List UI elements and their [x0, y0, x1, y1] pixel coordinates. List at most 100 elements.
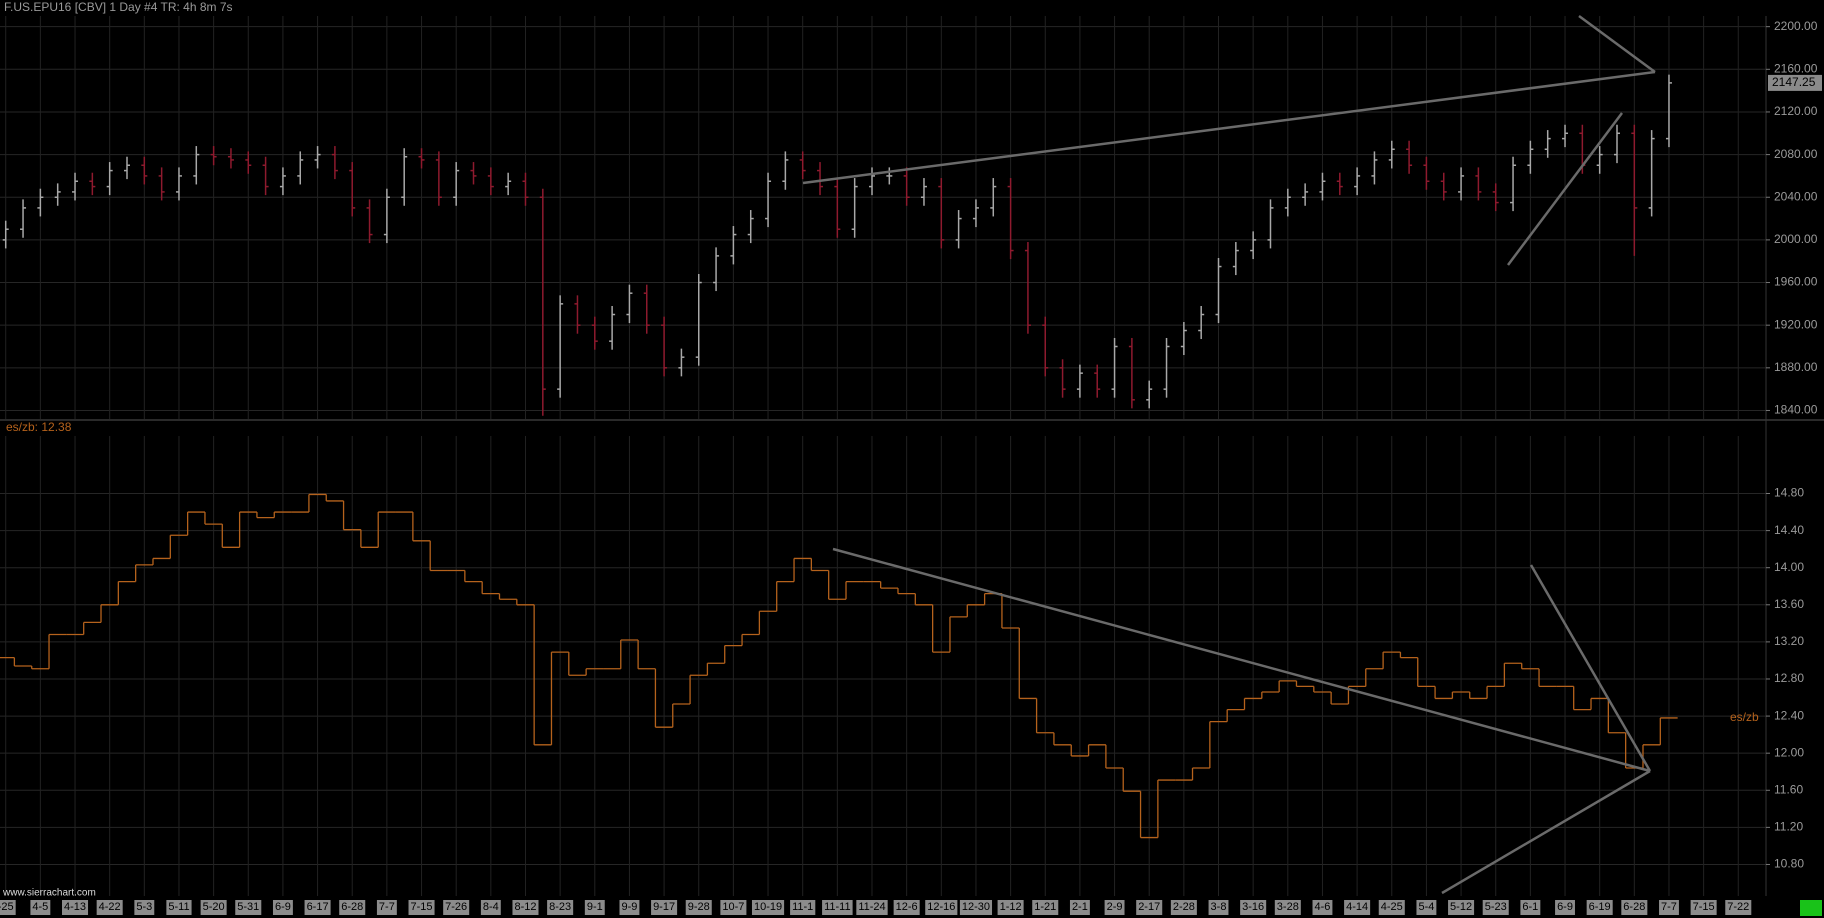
x-tick-box: [720, 900, 747, 915]
x-tick-label: 2-17: [1138, 901, 1160, 913]
marks: [0, 74, 1678, 839]
y-tick-label: 2000.00: [1774, 232, 1818, 246]
x-tick-box: [408, 900, 435, 915]
x-tick-label: 1-21: [1034, 901, 1056, 913]
x-tick-box: [1482, 900, 1509, 915]
x-tick-box: [1104, 900, 1125, 915]
x-tick-label: 1-12: [1000, 901, 1022, 913]
series-label: es/zb: [1730, 710, 1759, 724]
x-tick-label: 6-28: [1623, 901, 1645, 913]
x-tick-box: [893, 900, 920, 915]
x-tick-box: [200, 900, 227, 915]
x-tick-box: [1069, 900, 1090, 915]
last-price-label: 2147.25: [1772, 75, 1816, 89]
y-tick-label: 13.20: [1774, 634, 1804, 648]
x-tick-box: [1378, 900, 1405, 915]
x-tick-label: 4-14: [1346, 901, 1368, 913]
x-tick-box: [512, 900, 539, 915]
x-tick-label: 5-4: [1418, 901, 1434, 913]
x-tick-label: 4-25: [1381, 901, 1403, 913]
y-tick-label: 12.00: [1774, 745, 1804, 759]
x-tick-box: [1208, 900, 1229, 915]
x-tick-box: [547, 900, 574, 915]
x-tick-box: [96, 900, 123, 915]
x-tick-box: [790, 900, 816, 915]
status-indicator: [1800, 900, 1822, 916]
y-tick-label: 2120.00: [1774, 104, 1818, 118]
x-tick-label: 5-31: [237, 901, 259, 913]
x-tick-label: 8-4: [483, 901, 499, 913]
y-tick-label: 14.40: [1774, 523, 1804, 537]
x-tick-label: 5-20: [203, 901, 225, 913]
drawings: [802, 14, 1656, 895]
x-tick-label: 12-30: [962, 901, 990, 913]
x-tick-label: 6-28: [341, 901, 363, 913]
x-tick-label: 7-15: [1693, 901, 1715, 913]
x-tick-box: [480, 900, 501, 915]
x-tick-box: [1520, 900, 1541, 915]
x-tick-box: [1032, 900, 1059, 915]
y-tick-label: 14.80: [1774, 486, 1804, 500]
trend-line: [832, 547, 1651, 773]
watermark: www.sierrachart.com: [2, 888, 96, 899]
x-tick-box: [1136, 900, 1163, 915]
x-tick-box: [822, 900, 853, 915]
x-tick-box: [751, 900, 785, 915]
x-tick-label: 11-24: [858, 901, 885, 913]
x-tick-box: [30, 900, 51, 915]
x-tick-label: 7-15: [411, 901, 433, 913]
y-tick-label: 2200.00: [1774, 19, 1818, 33]
x-tick-label: 2-9: [1107, 901, 1123, 913]
x-tick-label: 11-1: [792, 901, 813, 913]
x-tick-box: [134, 900, 155, 915]
x-tick-label: 7-7: [379, 901, 395, 913]
panel-title: es/zb: 12.38: [6, 420, 72, 434]
y-tick-label: 11.20: [1774, 820, 1803, 834]
x-tick-label: 7-26: [445, 901, 467, 913]
x-tick-label: 5-12: [1450, 901, 1472, 913]
x-tick-label: 5-11: [168, 901, 189, 913]
y-tick-label: 10.80: [1774, 857, 1804, 871]
x-tick-box: [443, 900, 470, 915]
x-tick-box: [856, 900, 888, 915]
x-tick-box: [235, 900, 262, 915]
x-tick-box: [959, 900, 993, 915]
x-tick-box: [1448, 900, 1475, 915]
x-tick-box: [1659, 900, 1679, 915]
y-tick-label: 13.60: [1774, 597, 1804, 611]
x-tick-label: 3-28: [1277, 901, 1299, 913]
x-tick-label: 6-9: [1557, 901, 1573, 913]
trend-line: [1507, 112, 1623, 266]
trend-line: [802, 70, 1656, 185]
x-tick-box: [1690, 900, 1717, 915]
y-tick-label: 1840.00: [1774, 403, 1818, 417]
x-tick-label: 6-19: [1589, 901, 1611, 913]
x-tick-box: [272, 900, 293, 915]
x-tick-box: [584, 900, 605, 915]
x-tick-label: 3-8: [1211, 901, 1227, 913]
x-tick-label: 9-1: [587, 901, 603, 913]
x-tick-label: 9-9: [621, 901, 637, 913]
y-tick-label: 2080.00: [1774, 147, 1818, 161]
grid: [0, 16, 1766, 896]
x-tick-box: [1274, 900, 1301, 915]
x-tick-label: 2-1: [1072, 901, 1088, 913]
x-tick-label: 3-16: [1242, 901, 1264, 913]
x-tick-box: [1621, 900, 1648, 915]
trend-line: [1578, 14, 1656, 74]
x-tick-box: [1170, 900, 1197, 915]
y-tick-label: 11.60: [1774, 782, 1803, 796]
x-tick-label: 12-16: [927, 901, 955, 913]
x-tick-label: 4-22: [99, 901, 121, 913]
x-tick-box: [1725, 900, 1752, 915]
x-tick-label: 6-9: [275, 901, 291, 913]
x-tick-box: [304, 900, 331, 915]
x-tick-box: [1586, 900, 1613, 915]
x-tick-box: [62, 900, 89, 915]
x-tick-box: [166, 900, 192, 915]
y-tick-label: 12.80: [1774, 671, 1804, 685]
x-tick-label: 8-12: [514, 901, 536, 913]
